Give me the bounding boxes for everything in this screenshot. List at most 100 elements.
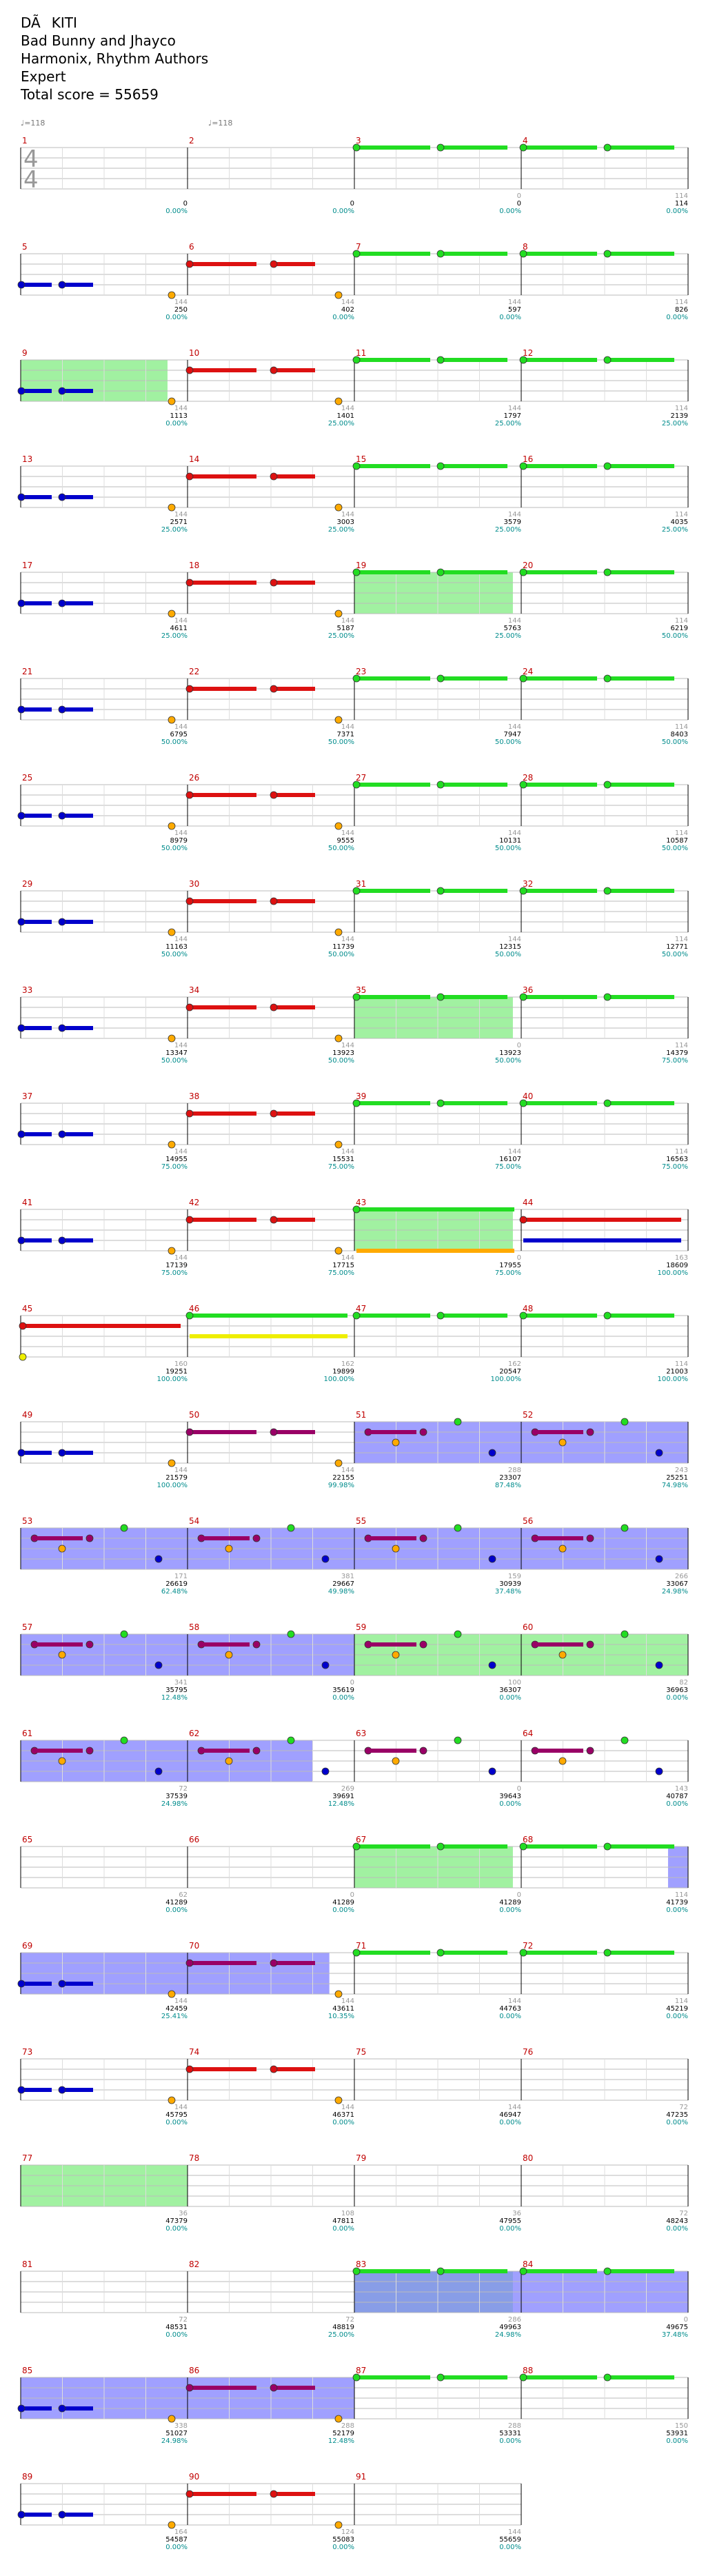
measure-number: 73 — [22, 2047, 32, 2057]
measure-percent: 10.35% — [328, 2013, 354, 2020]
note — [603, 674, 612, 683]
measure-note-count: 144 — [174, 617, 188, 625]
measure-note-count: 144 — [508, 299, 521, 306]
note — [168, 291, 176, 299]
measure-note-count: 108 — [341, 2210, 354, 2217]
measure-note-count: 114 — [675, 405, 688, 412]
note — [519, 2373, 527, 2382]
measure-note-count: 266 — [675, 1573, 688, 1580]
note — [334, 503, 343, 512]
measure-number: 45 — [22, 1304, 32, 1314]
note — [185, 472, 194, 481]
measure-score: 53931 — [666, 2430, 688, 2437]
note — [334, 822, 343, 830]
measure-percent: 50.00% — [662, 632, 688, 640]
measure-percent: 50.00% — [495, 845, 521, 852]
note — [17, 281, 26, 289]
measure-note-count: 144 — [508, 617, 521, 625]
measure-percent: 25.00% — [161, 632, 188, 640]
measure-number: 64 — [523, 1729, 533, 1738]
measure-number: 33 — [22, 985, 32, 995]
measure-number: 63 — [356, 1729, 366, 1738]
measure-number: 89 — [22, 2472, 32, 2482]
note — [225, 1544, 233, 1553]
measure-score: 14379 — [666, 1049, 688, 1057]
note — [270, 2490, 278, 2498]
measure-percent: 0.00% — [666, 314, 688, 321]
note — [17, 1024, 26, 1032]
measure-note-count: 144 — [508, 2104, 521, 2111]
measure-percent: 50.00% — [495, 951, 521, 958]
measure-number: 27 — [356, 773, 366, 783]
measure-percent: 50.00% — [328, 951, 354, 958]
note — [586, 1534, 594, 1542]
measure-number: 91 — [356, 2472, 366, 2482]
note — [19, 1322, 27, 1330]
measure-score: 49963 — [499, 2324, 521, 2331]
measure-note-count: 144 — [341, 1254, 354, 1262]
measure-score: 11739 — [332, 943, 354, 951]
measure-note-count: 114 — [675, 1042, 688, 1049]
measure-note-count: 171 — [174, 1573, 188, 1580]
note — [352, 1205, 361, 1214]
note — [621, 1524, 629, 1532]
measure-note-count: 144 — [341, 829, 354, 837]
measure-percent: 0.00% — [666, 2013, 688, 2020]
note — [120, 1736, 128, 1744]
note — [603, 568, 612, 576]
note — [252, 1640, 261, 1649]
measure-note-count: 144 — [174, 1254, 188, 1262]
measure-score: 6795 — [170, 731, 188, 738]
measure-number: 41 — [22, 1198, 32, 1207]
measure-note-count: 150 — [675, 2422, 688, 2430]
note — [85, 1534, 94, 1542]
measure-note-count: 381 — [341, 1573, 354, 1580]
measure-number: 54 — [189, 1516, 199, 1526]
time-signature-top: 4 — [23, 145, 39, 173]
note — [334, 397, 343, 405]
measure-score: 22155 — [332, 1474, 354, 1482]
note — [58, 1130, 66, 1138]
note — [17, 705, 26, 714]
measure-score: 402 — [341, 306, 354, 314]
measure-percent: 49.98% — [328, 1588, 354, 1596]
note — [185, 685, 194, 693]
note — [334, 2521, 343, 2529]
measure-percent: 0.00% — [332, 1906, 354, 1914]
note — [419, 1747, 427, 1755]
measure-note-count: 341 — [174, 1679, 188, 1687]
measure-percent: 12.48% — [328, 1800, 354, 1808]
measure-percent: 37.48% — [662, 2331, 688, 2339]
note — [519, 2267, 527, 2275]
note — [185, 791, 194, 799]
measure-note-count: 114 — [675, 1891, 688, 1899]
note — [436, 356, 445, 364]
measure-note-count: 288 — [341, 2422, 354, 2430]
measure-score: 48819 — [332, 2324, 354, 2331]
measure-score: 1113 — [170, 412, 188, 420]
measure-number: 26 — [189, 773, 199, 783]
measure-score: 13923 — [499, 1049, 521, 1057]
measure-percent: 0.00% — [165, 1906, 188, 1914]
measure-percent: 100.00% — [658, 1376, 689, 1383]
measure-number: 12 — [523, 348, 533, 358]
measure-note-count: 269 — [341, 1785, 354, 1793]
note — [58, 918, 66, 926]
measure-score: 7371 — [337, 731, 354, 738]
measure-score: 0 — [517, 200, 521, 208]
measure-percent: 0.00% — [499, 2225, 521, 2233]
measure-percent: 50.00% — [161, 738, 188, 746]
note — [270, 897, 278, 905]
measure-percent: 50.00% — [662, 951, 688, 958]
note — [185, 366, 194, 374]
note — [154, 1767, 163, 1775]
measure-score: 16107 — [499, 1156, 521, 1163]
measure-percent: 75.00% — [495, 1163, 521, 1171]
measure-score: 10131 — [499, 837, 521, 845]
measure-number: 83 — [356, 2260, 366, 2269]
measure-score: 46371 — [332, 2111, 354, 2119]
note — [17, 812, 26, 820]
measure-percent: 24.98% — [161, 2437, 188, 2445]
note — [168, 2521, 176, 2529]
measure-number: 1 — [22, 136, 28, 145]
